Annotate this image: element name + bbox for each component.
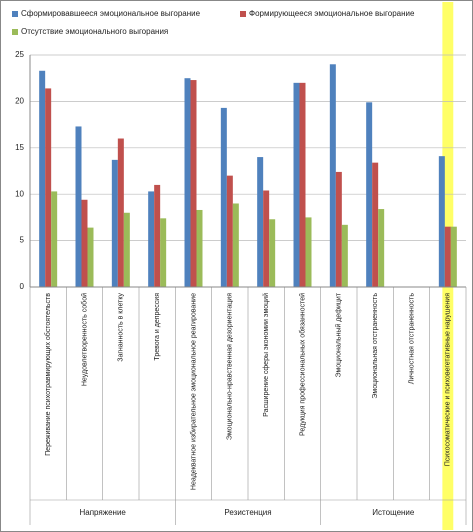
bar — [299, 82, 306, 287]
y-tick-label: 5 — [20, 236, 25, 245]
bar — [450, 226, 457, 287]
legend-label: Формирующееся эмоциональное выгорание — [249, 9, 415, 18]
bar — [75, 126, 82, 288]
x-tick-label: Тревога и депрессия — [154, 293, 161, 361]
bar — [378, 209, 385, 287]
bar — [154, 184, 161, 287]
group-label: Резистенция — [224, 508, 271, 517]
bar — [111, 159, 118, 287]
bar — [263, 190, 270, 287]
group-label: Истощение — [372, 508, 415, 517]
bar — [184, 78, 191, 287]
legend-swatch — [240, 11, 246, 17]
bar — [51, 191, 58, 287]
bar — [293, 82, 300, 287]
bar — [87, 227, 94, 287]
bar — [372, 162, 379, 287]
bar — [196, 209, 203, 287]
bar — [444, 226, 451, 287]
y-tick-label: 0 — [20, 282, 25, 291]
bar — [438, 156, 445, 287]
y-tick-label: 20 — [15, 97, 24, 106]
bar — [226, 175, 233, 287]
bar — [220, 107, 227, 287]
group-label: Напряжение — [79, 508, 126, 517]
x-tick-label: Редукция профессиональных обязанностей — [298, 293, 306, 436]
x-tick-label: Эмоциональный дефицит — [335, 292, 343, 377]
y-tick-label: 25 — [15, 50, 24, 59]
bar — [45, 88, 52, 288]
legend-swatch — [12, 29, 18, 35]
bar — [160, 218, 167, 287]
x-tick-label: Неудовлетворенность собой — [80, 293, 88, 386]
legend-label: Сформировавшееся эмоциональное выгорание — [21, 9, 201, 18]
bar — [366, 102, 373, 287]
x-tick-label: Эмоциональная отстраненность — [372, 293, 379, 399]
x-tick-label: Эмоционально-нравственная дезориентация — [227, 293, 234, 440]
bar — [305, 217, 312, 287]
x-tick-label: Личностная отстраненность — [408, 293, 415, 385]
bar — [341, 224, 348, 287]
bar — [232, 203, 239, 287]
x-tick-label: Психосоматические и психовегетативные на… — [445, 293, 452, 467]
legend-label: Отсутствие эмоционального выгорания — [21, 27, 168, 36]
bar — [81, 199, 88, 287]
bar — [257, 157, 264, 287]
x-tick-label: Неадекватное избирательное эмоциональное… — [189, 293, 197, 490]
bar — [269, 219, 276, 287]
bar — [123, 212, 130, 287]
bar — [190, 80, 197, 287]
bar — [335, 171, 342, 287]
bar — [39, 70, 46, 287]
bar — [329, 64, 336, 287]
x-tick-label: Переживание психотравмирующих обстоятель… — [44, 293, 52, 456]
legend-swatch — [12, 11, 18, 17]
bar — [148, 191, 155, 287]
bar — [117, 138, 124, 287]
y-tick-label: 15 — [15, 143, 24, 152]
x-tick-label: Загнанность в клетку — [118, 293, 125, 362]
x-tick-label: Расширение сферы экономии эмоций — [262, 293, 270, 417]
y-tick-label: 10 — [15, 189, 24, 198]
